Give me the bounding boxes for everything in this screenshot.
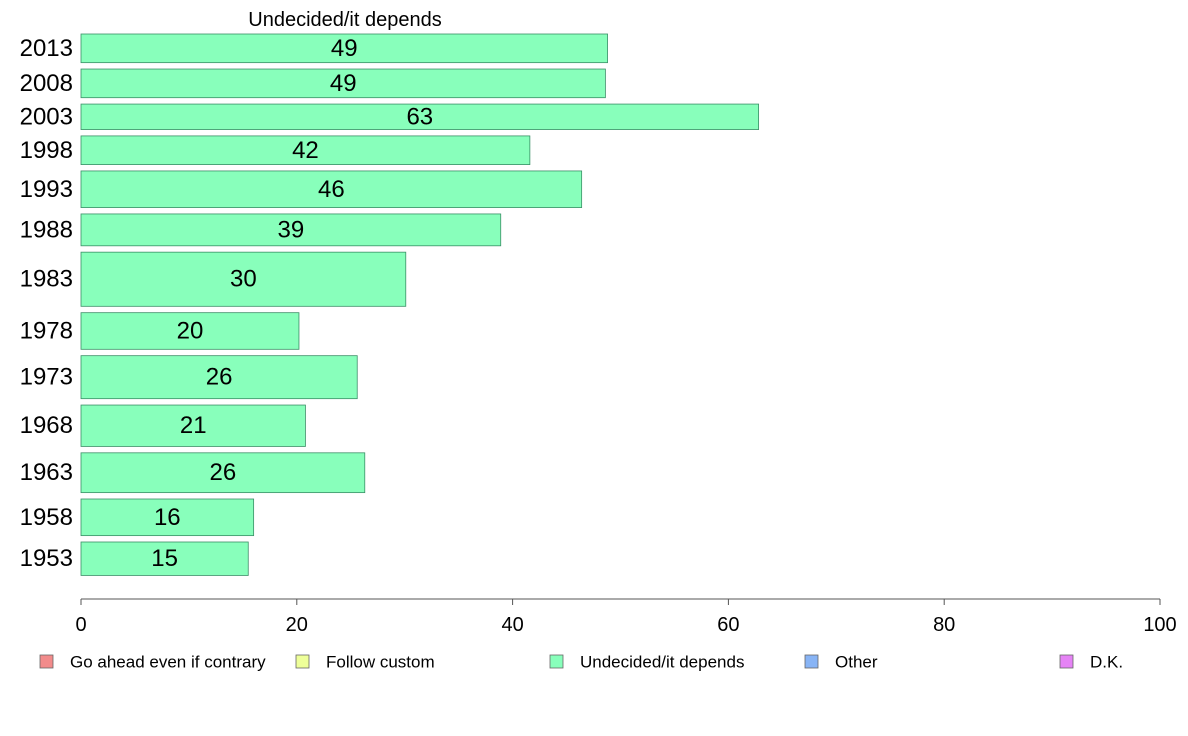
category-label-1958: 1958 bbox=[20, 504, 73, 531]
x-tick-label-60: 60 bbox=[717, 614, 739, 636]
category-label-2008: 2008 bbox=[20, 70, 73, 97]
x-tick-label-100: 100 bbox=[1143, 614, 1176, 636]
legend-swatch-1 bbox=[295, 654, 310, 669]
value-label-1968: 21 bbox=[180, 412, 207, 439]
bar-1968 bbox=[80, 404, 306, 447]
legend-label-0: Go ahead even if contrary bbox=[70, 653, 266, 672]
value-label-1953: 15 bbox=[151, 545, 178, 572]
legend-swatch-2 bbox=[549, 654, 564, 669]
value-label-2008: 49 bbox=[330, 70, 357, 97]
category-label-2003: 2003 bbox=[20, 103, 73, 130]
value-label-1993: 46 bbox=[318, 176, 345, 203]
bar-2003 bbox=[80, 103, 760, 130]
value-label-1978: 20 bbox=[177, 317, 204, 344]
value-label-2003: 63 bbox=[406, 103, 433, 130]
bar-1953 bbox=[80, 541, 249, 576]
value-label-1983: 30 bbox=[230, 266, 257, 293]
bar-1958 bbox=[80, 498, 255, 537]
value-label-1988: 39 bbox=[278, 216, 305, 243]
category-label-2013: 2013 bbox=[20, 35, 73, 62]
bar-2013 bbox=[80, 33, 608, 64]
category-label-1963: 1963 bbox=[20, 459, 73, 486]
bar-1978 bbox=[80, 312, 300, 350]
bar-1973 bbox=[80, 355, 358, 400]
legend-swatch-3 bbox=[804, 654, 819, 669]
category-label-1953: 1953 bbox=[20, 545, 73, 572]
x-tick-label-20: 20 bbox=[286, 614, 308, 636]
legend-label-4: D.K. bbox=[1090, 653, 1123, 672]
x-axis: 0 20 40 60 80 100 bbox=[75, 598, 1177, 636]
x-tick-label-80: 80 bbox=[933, 614, 955, 636]
bar-1983 bbox=[80, 251, 407, 307]
bar-1988 bbox=[80, 213, 502, 247]
category-label-1973: 1973 bbox=[20, 364, 73, 391]
bar-1993 bbox=[80, 170, 583, 208]
category-label-1978: 1978 bbox=[20, 317, 73, 344]
legend-label-1: Follow custom bbox=[326, 653, 435, 672]
category-label-1988: 1988 bbox=[20, 216, 73, 243]
bar-2008 bbox=[80, 68, 606, 99]
bar-1998 bbox=[80, 135, 531, 165]
legend-swatch-4 bbox=[1059, 654, 1074, 669]
category-label-1998: 1998 bbox=[20, 137, 73, 164]
category-label-1993: 1993 bbox=[20, 176, 73, 203]
value-label-1958: 16 bbox=[154, 504, 181, 531]
category-label-1968: 1968 bbox=[20, 412, 73, 439]
legend-swatch-0 bbox=[39, 654, 54, 669]
x-tick-label-0: 0 bbox=[75, 614, 86, 636]
chart-title: Undecided/it depends bbox=[248, 9, 441, 31]
value-label-2013: 49 bbox=[331, 35, 358, 62]
value-label-1963: 26 bbox=[210, 459, 237, 486]
category-label-1983: 1983 bbox=[20, 266, 73, 293]
legend-label-3: Other bbox=[835, 653, 878, 672]
value-label-1998: 42 bbox=[292, 137, 319, 164]
legend-label-2: Undecided/it depends bbox=[580, 653, 744, 672]
legend: Go ahead even if contrary Follow custom Un… bbox=[39, 653, 1123, 672]
bar-1963 bbox=[80, 452, 366, 494]
value-label-1973: 26 bbox=[206, 364, 233, 391]
bars: 2013 49 2008 49 2003 63 1998 42 1993 46 1988 39 1983… bbox=[20, 33, 760, 576]
x-tick-label-40: 40 bbox=[501, 614, 523, 636]
